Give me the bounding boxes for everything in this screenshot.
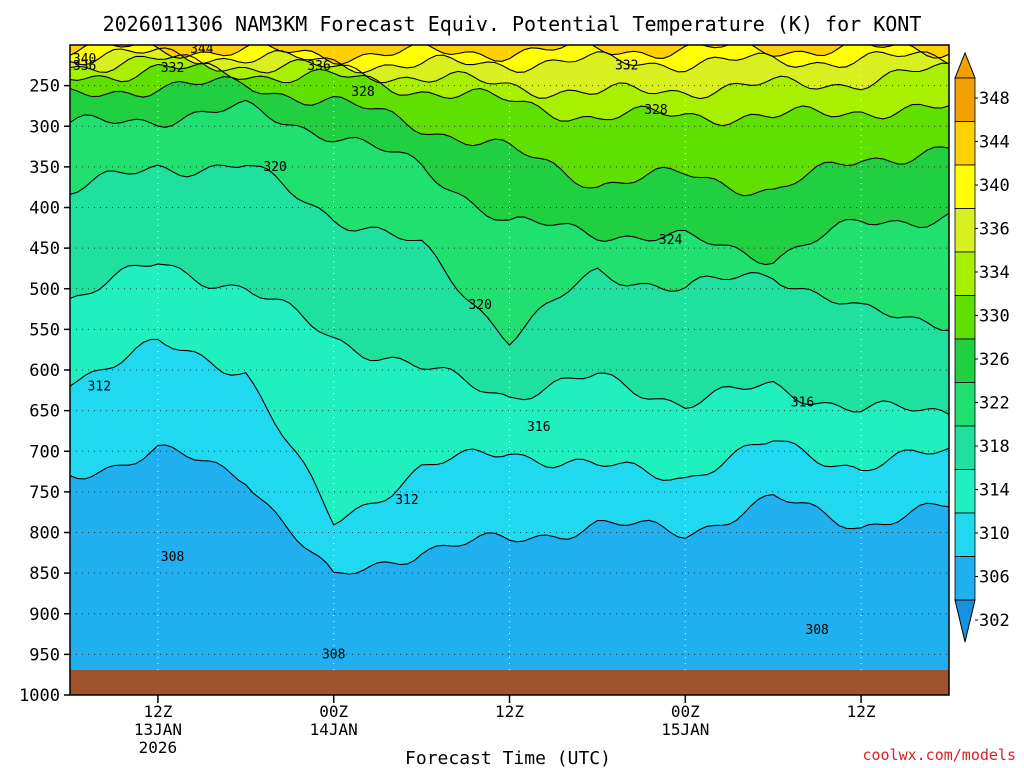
contour-label-8: 320 bbox=[263, 160, 286, 175]
contour-label-2: 336 bbox=[73, 59, 96, 74]
y-tick-label-750: 750 bbox=[29, 483, 60, 503]
contour-324-k bbox=[70, 99, 949, 266]
x-tick-label-42-1: 00Z bbox=[671, 702, 700, 721]
x-tick-label-6-1: 12Z bbox=[143, 702, 172, 721]
y-tick-label-350: 350 bbox=[29, 158, 60, 178]
contour-344-k bbox=[70, 45, 949, 65]
colorbar-swatch-0 bbox=[954, 77, 976, 122]
contour-label-4: 336 bbox=[307, 59, 330, 74]
x-tick-label-6-2: 13JAN bbox=[134, 720, 182, 739]
colorbar-label-306: 306 bbox=[979, 568, 1010, 588]
ground-terrain bbox=[70, 670, 949, 695]
y-tick-label-650: 650 bbox=[29, 402, 60, 422]
contour-label-17: 308 bbox=[805, 623, 828, 638]
y-tick-label-450: 450 bbox=[29, 239, 60, 259]
contour-label-5: 332 bbox=[615, 58, 638, 73]
colorbar-swatch-10 bbox=[954, 512, 976, 557]
y-tick-label-600: 600 bbox=[29, 361, 60, 381]
colorbar-label-318: 318 bbox=[979, 437, 1010, 457]
contour-310-k bbox=[70, 444, 949, 575]
x-tick-label-54-1: 12Z bbox=[847, 702, 876, 721]
colorbar-label-348: 348 bbox=[979, 89, 1010, 109]
colorbar-label-340: 340 bbox=[979, 176, 1010, 196]
contour-label-10: 320 bbox=[468, 298, 491, 313]
contour-336-k bbox=[70, 54, 949, 100]
band-above-344-k bbox=[70, 45, 949, 65]
contour-312-k bbox=[70, 338, 949, 526]
y-tick-label-800: 800 bbox=[29, 524, 60, 544]
colorbar-label-344: 344 bbox=[979, 133, 1010, 153]
colorbar-label-336: 336 bbox=[979, 220, 1010, 240]
colorbar-label-322: 322 bbox=[979, 394, 1010, 414]
credit-text: coolwx.com/models bbox=[862, 746, 1016, 764]
contour-label-11: 316 bbox=[527, 420, 550, 435]
y-tick-label-500: 500 bbox=[29, 280, 60, 300]
x-tick-label-6-3: 2026 bbox=[139, 738, 178, 757]
contour-label-9: 324 bbox=[659, 233, 683, 248]
filled-contour-bands bbox=[70, 45, 949, 695]
colorbar-swatch-11 bbox=[954, 556, 976, 601]
colorbar-label-314: 314 bbox=[979, 481, 1010, 501]
contour-320-k bbox=[70, 164, 949, 347]
colorbar-bottom-arrow bbox=[954, 599, 976, 643]
colorbar-label-302: 302 bbox=[979, 611, 1010, 631]
contour-label-12: 316 bbox=[791, 396, 814, 411]
colorbar-top-arrow bbox=[954, 51, 976, 79]
y-tick-label-900: 900 bbox=[29, 605, 60, 625]
colorbar-swatch-4 bbox=[954, 251, 976, 296]
colorbar-label-326: 326 bbox=[979, 350, 1010, 370]
colorbar: 348 344 340 336 334 330 326 322 318 314 310 306 302 bbox=[954, 51, 1010, 643]
y-tick-label-1000: 1000 bbox=[19, 686, 60, 706]
colorbar-swatch-8 bbox=[954, 425, 976, 470]
y-tick-label-950: 950 bbox=[29, 645, 60, 665]
contour-label-0: 344 bbox=[190, 42, 214, 57]
colorbar-swatch-3 bbox=[954, 208, 976, 253]
contour-label-7: 328 bbox=[644, 103, 667, 118]
colorbar-swatch-6 bbox=[954, 338, 976, 383]
contour-lines bbox=[70, 45, 949, 575]
x-tick-label-18-1: 00Z bbox=[319, 702, 348, 721]
y-tick-label-250: 250 bbox=[29, 77, 60, 97]
colorbar-swatch-1 bbox=[954, 121, 976, 166]
x-axis-title: Forecast Time (UTC) bbox=[405, 748, 611, 768]
contour-label-3: 332 bbox=[161, 61, 184, 76]
y-tick-label-700: 700 bbox=[29, 442, 60, 462]
colorbar-swatch-7 bbox=[954, 382, 976, 427]
colorbar-label-310: 310 bbox=[979, 524, 1010, 544]
y-tick-label-850: 850 bbox=[29, 564, 60, 584]
x-tick-label-42-2: 15JAN bbox=[661, 720, 709, 739]
contour-label-14: 312 bbox=[395, 493, 418, 508]
chart-title: 2026011306 NAM3KM Forecast Equiv. Potent… bbox=[103, 12, 922, 36]
colorbar-swatch-9 bbox=[954, 469, 976, 514]
colorbar-label-330: 330 bbox=[979, 307, 1010, 327]
y-tick-label-300: 300 bbox=[29, 117, 60, 137]
colorbar-swatch-5 bbox=[954, 295, 976, 340]
x-tick-label-30-1: 12Z bbox=[495, 702, 524, 721]
contour-label-15: 308 bbox=[161, 550, 184, 565]
y-axis: 250 300 350 400 450 500 550 600 650 700 750 800 850 9… bbox=[19, 77, 70, 706]
colorbar-swatch-2 bbox=[954, 164, 976, 209]
contour-label-16: 308 bbox=[322, 647, 345, 662]
y-tick-label-400: 400 bbox=[29, 199, 60, 219]
contour-316-k bbox=[70, 263, 949, 415]
contour-label-13: 312 bbox=[88, 379, 111, 394]
colorbar-label-334: 334 bbox=[979, 263, 1010, 283]
y-tick-label-550: 550 bbox=[29, 320, 60, 340]
contour-label-1: 340 bbox=[73, 52, 96, 67]
contour-340-k bbox=[70, 47, 949, 74]
contour-328-k bbox=[70, 76, 949, 197]
contour-label-6: 328 bbox=[351, 85, 374, 100]
contour-332-k bbox=[70, 62, 949, 127]
x-tick-label-18-2: 14JAN bbox=[310, 720, 358, 739]
